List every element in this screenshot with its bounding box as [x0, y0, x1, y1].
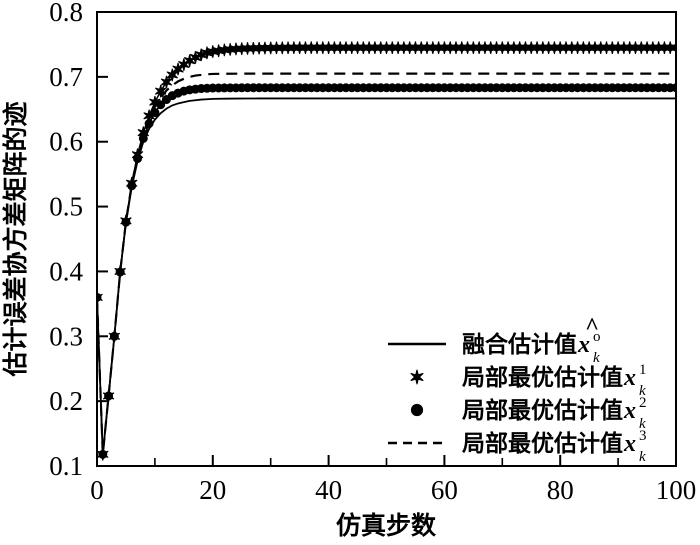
legend-label: 局部最优估计值 [462, 364, 623, 391]
x-tick-label: 100 [656, 475, 697, 505]
x-tick-label: 20 [199, 475, 226, 505]
y-tick-label: 0.2 [49, 386, 83, 416]
star-marker [154, 84, 167, 98]
legend-hat-accent: ^ [585, 314, 599, 340]
x-tick-label: 0 [90, 475, 104, 505]
legend-label: 局部最优估计值 [462, 397, 623, 424]
y-tick-label: 0.4 [49, 256, 83, 286]
x-tick-label: 60 [431, 475, 458, 505]
y-axis-ticks [97, 11, 108, 467]
legend-variable: x [623, 365, 636, 391]
legend-item-1: 融合估计值 ^x ok [388, 314, 601, 366]
legend-variable: x [577, 332, 590, 358]
y-tick-label: 0.8 [49, 0, 83, 27]
y-tick-label: 0.5 [49, 192, 83, 222]
circle-marker [671, 83, 676, 93]
series-2 [97, 41, 676, 461]
x-axis-label: 仿真步数 [336, 511, 437, 540]
legend-superscript: 3 [639, 428, 647, 444]
series-dashed-path [97, 72, 676, 455]
legend-variable: x [623, 431, 636, 457]
legend-subscript: k [639, 383, 646, 399]
x-tick-label: 40 [315, 475, 342, 505]
legend-superscript: 2 [639, 395, 647, 411]
legend-superscript: o [593, 329, 601, 345]
star-marker [410, 369, 424, 385]
y-tick-label: 0.1 [49, 451, 83, 481]
legend-subscript: k [593, 350, 600, 366]
data-series-layer [97, 41, 676, 461]
y-tick-label: 0.3 [49, 321, 83, 351]
legend-item-4: 局部最优估计值 x 3 k [388, 428, 647, 465]
legend-subscript: k [639, 449, 646, 465]
legend-subscript: k [639, 416, 646, 432]
legend-item-2: 局部最优估计值 x 1 k [410, 362, 647, 399]
x-tick-label: 80 [547, 475, 574, 505]
legend-item-3: 局部最优估计值 x 2 k [410, 395, 647, 432]
y-tick-label: 0.6 [49, 127, 83, 157]
legend-variable: x [623, 398, 636, 424]
series-1 [97, 97, 676, 455]
series-3 [97, 83, 676, 459]
circle-marker [150, 108, 160, 118]
legend-label: 融合估计值 [462, 331, 577, 358]
series-4 [97, 72, 676, 455]
x-axis-tick-labels: 0 20 40 60 80 100 [90, 475, 696, 505]
y-axis-tick-labels: 0.1 0.2 0.3 0.4 0.5 0.6 0.7 0.8 [49, 0, 83, 481]
star-marker [670, 41, 676, 54]
legend-superscript: 1 [639, 362, 647, 378]
series-marker-path [97, 46, 676, 455]
x-axis-ticks [96, 455, 677, 466]
y-axis-label: 估计误差协方差矩阵的迹 [1, 101, 30, 377]
series-solid-path [97, 97, 676, 455]
circle-marker [410, 403, 424, 417]
legend-label: 局部最优估计值 [462, 430, 623, 457]
y-tick-label: 0.7 [49, 62, 83, 92]
